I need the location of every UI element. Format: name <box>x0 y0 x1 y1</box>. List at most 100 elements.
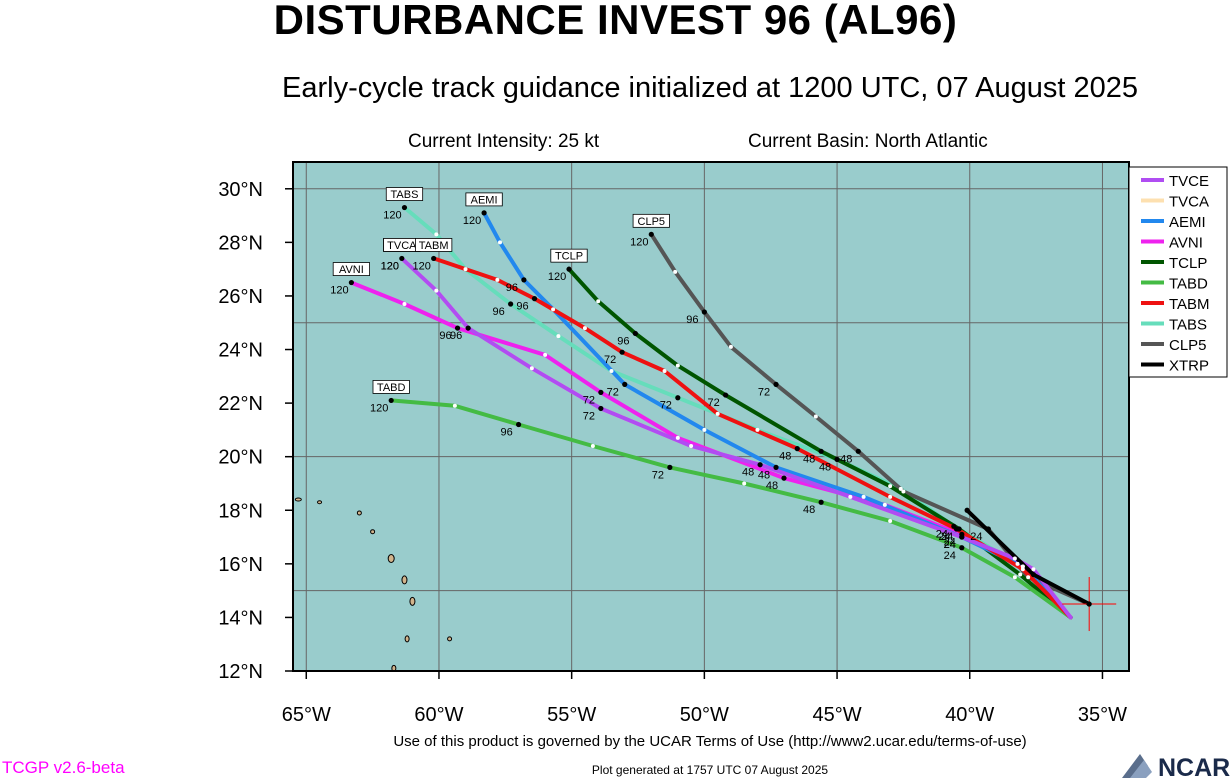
legend-label-tvce: TVCE <box>1169 173 1209 190</box>
track-hour-label: 24 <box>941 531 953 543</box>
track-point-avni <box>959 531 965 537</box>
track-point-avni <box>402 301 407 306</box>
track-point-tabs <box>508 301 514 307</box>
track-point-tabs <box>755 427 760 432</box>
island-6 <box>356 510 362 516</box>
track-hour-label: 72 <box>607 386 619 398</box>
lat-tick-label: 18°N <box>218 500 263 522</box>
track-point-tabm <box>1020 567 1025 572</box>
track-hour-label: 24 <box>944 539 956 551</box>
track-point-avni <box>454 325 461 331</box>
track-point-tabd <box>452 403 457 408</box>
track-point-aemi <box>702 427 707 432</box>
track-point-tvce <box>434 288 439 293</box>
model-tag-box-clp5 <box>632 213 670 228</box>
track-point-clp5 <box>728 344 733 349</box>
lon-tick-label: 55°W <box>547 704 596 726</box>
legend-label-tabs: TABS <box>1169 317 1207 334</box>
lat-tick-label: 30°N <box>218 179 263 201</box>
track-point-avni <box>882 502 887 507</box>
island-8 <box>317 500 323 505</box>
track-point-aemi <box>773 464 779 470</box>
legend: TVCE TVCA AEMI AVNI TCLP TABD TABM TABS CLP5 XTRP <box>1128 166 1228 378</box>
track-point-aemi <box>622 381 628 387</box>
track-point-tvce <box>399 255 405 262</box>
island-1 <box>401 575 408 585</box>
lat-tick-label: 24°N <box>218 340 263 362</box>
current-intensity: Current Intensity: 25 kt <box>408 131 600 152</box>
lat-tick-label: 28°N <box>218 232 263 254</box>
track-point-tvce <box>1012 556 1017 561</box>
track-point-tclp <box>818 448 824 454</box>
island-2 <box>409 596 416 606</box>
model-tag-tabd: TABD <box>377 382 406 394</box>
track-point-tabd <box>888 518 893 523</box>
map-frame <box>292 161 1130 672</box>
lat-tick-label: 14°N <box>218 607 263 629</box>
track-point-aemi <box>481 210 487 216</box>
legend-label-clp5: CLP5 <box>1169 337 1207 354</box>
track-point-tvce <box>465 325 471 331</box>
terms-of-use: Use of this product is governed by the U… <box>393 733 1027 750</box>
track-point-aemi <box>521 277 527 283</box>
track-points <box>348 204 1037 580</box>
track-hour-label: 96 <box>493 306 505 318</box>
lon-tick-label: 40°W <box>945 704 994 726</box>
track-point-clp5 <box>673 269 678 274</box>
island-7 <box>447 636 453 642</box>
model-tag-box-tabd <box>372 380 410 394</box>
island-3 <box>404 635 410 643</box>
track-point-tabs <box>463 267 468 272</box>
track-point-tabd <box>667 464 673 470</box>
track-hour-label: 72 <box>604 354 616 366</box>
track-point-tclp <box>888 484 893 489</box>
current-position-dot <box>1086 601 1092 607</box>
track-hour-label: 72 <box>652 469 664 481</box>
track-hour-label: 72 <box>583 394 595 406</box>
track-hour-label: 48 <box>803 504 815 516</box>
caribbean-islands <box>294 497 453 671</box>
track-hour-label: 48 <box>840 453 852 465</box>
track-hour-label: 120 <box>370 402 388 414</box>
track-hour-label: 120 <box>463 215 481 227</box>
track-point-avni <box>348 279 354 286</box>
track-hour-label: 120 <box>548 271 566 283</box>
model-tag-avni: AVNI <box>339 264 364 276</box>
track-hour-label: 120 <box>383 210 401 222</box>
track-point-clp5 <box>648 231 654 237</box>
track-hour-label: 24 <box>936 528 948 540</box>
model-tag-box-tclp <box>550 248 588 263</box>
version-label: TCGP v2.6-beta <box>2 758 125 777</box>
track-point-tclp <box>722 392 729 398</box>
lon-tick-label: 35°W <box>1078 704 1127 726</box>
page-subtitle: Early-cycle track guidance initialized a… <box>282 72 1138 104</box>
track-point-tabs <box>834 456 840 462</box>
track-point-tabm <box>495 277 500 282</box>
track-hour-label: 72 <box>660 400 672 412</box>
legend-label-tabm: TABM <box>1169 296 1210 313</box>
model-tag-tabm: TABM <box>419 240 449 252</box>
model-tag-aemi: AEMI <box>471 194 498 206</box>
track-point-clp5 <box>701 309 707 315</box>
island-5 <box>370 529 376 535</box>
track-point-tabm <box>888 494 893 499</box>
track-point-avni <box>781 475 787 481</box>
track-hour-label: 24 <box>944 536 956 548</box>
model-tag-tvca: TVCA <box>387 240 417 252</box>
track-point-tabm <box>531 296 538 302</box>
track-hour-label: 120 <box>412 260 430 272</box>
legend-label-tabd: TABD <box>1169 276 1208 293</box>
track-hour-label: 96 <box>500 427 512 439</box>
track-hour-label: 120 <box>381 260 399 272</box>
track-hour-label: 120 <box>381 260 399 272</box>
track-point-tvce <box>529 366 534 371</box>
track-point-clp5 <box>773 381 779 387</box>
track-point-tabs <box>1015 561 1020 566</box>
axis-ticks: 65°W 60°W 55°W 50°W 45°W 40°W 35°W 12°N 14°N 16°N… <box>218 179 1127 726</box>
ncar-logo: NCAR <box>1122 754 1230 780</box>
ncar-logo-text: NCAR <box>1158 754 1230 780</box>
track-hour-label: 48 <box>819 461 831 473</box>
model-tag-box-avni <box>332 262 370 276</box>
track-point-tvce <box>848 494 853 499</box>
